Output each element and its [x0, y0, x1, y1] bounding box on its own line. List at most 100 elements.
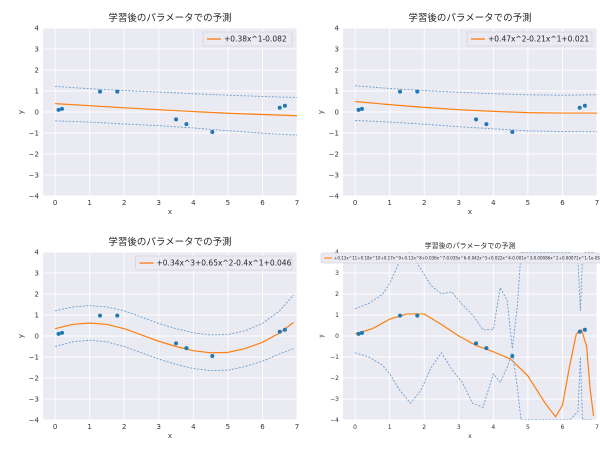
chart-panel-1: 0 1 2 3 4 5 6 7 −4 −3 −2 −1 0 1 2 3 4 x y 学習後のパラメータでの予測 +0.3…: [17, 12, 299, 216]
y-tick-label: −4: [29, 416, 40, 424]
x-tick-label: 7: [595, 199, 599, 207]
data-point: [398, 89, 403, 94]
x-tick-label: 3: [457, 199, 461, 207]
y-tick-label: 2: [335, 66, 339, 74]
data-point: [174, 117, 179, 122]
lower-band-line: [55, 120, 297, 136]
data-point: [510, 129, 515, 134]
y-axis-label: y: [318, 334, 325, 338]
prediction-line: [355, 100, 597, 114]
y-tick-label: 4: [35, 248, 40, 256]
data-point: [356, 331, 361, 336]
x-axis-label: x: [468, 433, 472, 440]
y-tick-label: 4: [335, 24, 340, 32]
y-axis-label: y: [317, 110, 325, 114]
y-tick-label: −3: [29, 395, 39, 403]
y-tick-label: 0: [35, 108, 39, 116]
y-axis-label: y: [17, 334, 25, 338]
chart-title: 学習後のパラメータでの予測: [108, 236, 231, 248]
x-tick-label: 4: [491, 424, 495, 431]
data-point: [98, 89, 103, 94]
data-point: [360, 106, 365, 111]
x-tick-label: 4: [191, 423, 196, 431]
y-tick-label: −1: [329, 129, 339, 137]
chart-title: 学習後のパラメータでの予測: [108, 12, 231, 24]
y-tick-label: −3: [329, 171, 339, 179]
data-point: [60, 106, 65, 111]
y-tick-label: 1: [35, 87, 39, 95]
data-point: [582, 103, 587, 108]
x-tick-label: 0: [53, 423, 57, 431]
x-tick-label: 1: [87, 199, 91, 207]
y-axis-label: y: [17, 110, 25, 114]
data-point: [56, 107, 61, 112]
x-tick-label: 2: [422, 424, 426, 431]
data-point: [356, 107, 361, 112]
data-point: [98, 313, 103, 318]
y-tick-label: 1: [335, 312, 339, 319]
data-point: [360, 330, 365, 335]
data-point: [115, 89, 120, 94]
x-tick-label: 6: [260, 199, 265, 207]
data-point: [210, 129, 215, 134]
x-tick-label: 6: [561, 424, 565, 431]
x-tick-label: 4: [191, 199, 196, 207]
data-point: [474, 117, 479, 122]
x-tick-label: 0: [353, 199, 357, 207]
lower-band-line: [54, 339, 294, 372]
x-tick-label: 7: [295, 199, 299, 207]
y-tick-label: −2: [29, 374, 39, 382]
x-tick-label: 6: [260, 423, 265, 431]
upper-band-line: [355, 85, 597, 96]
y-tick-label: −2: [29, 150, 39, 158]
y-tick-label: 3: [35, 45, 39, 53]
x-tick-label: 2: [122, 199, 126, 207]
x-tick-label: 7: [595, 424, 599, 431]
x-tick-label: 4: [491, 199, 496, 207]
data-point: [415, 89, 420, 94]
chart-panel-3: 0 1 2 3 4 5 6 7 −4 −3 −2 −1 0 1 2 3 4 x y 学習後のパラメータでの予測 +0.3…: [17, 236, 299, 440]
y-tick-label: −2: [330, 375, 339, 382]
y-tick-label: 2: [35, 66, 39, 74]
legend-box: [202, 31, 293, 47]
data-point: [56, 331, 61, 336]
data-point: [115, 313, 120, 318]
y-tick-label: −2: [329, 150, 339, 158]
y-tick-label: 4: [335, 249, 339, 256]
legend-box: [466, 31, 593, 47]
x-axis-label: x: [168, 208, 172, 216]
data-point: [577, 105, 582, 110]
lower-band-line: [354, 351, 594, 420]
lower-band-line: [355, 119, 597, 133]
x-tick-label: 3: [457, 424, 461, 431]
x-tick-label: 7: [295, 423, 299, 431]
data-point: [398, 313, 403, 318]
data-point: [174, 341, 179, 346]
data-point: [510, 353, 515, 358]
x-tick-label: 1: [387, 199, 391, 207]
y-tick-label: 3: [335, 45, 339, 53]
chart-title: 学習後のパラメータでの予測: [408, 12, 531, 24]
data-point: [282, 327, 287, 332]
y-tick-label: −4: [330, 417, 339, 424]
x-tick-label: 0: [353, 424, 357, 431]
chart-panel-4: 0 1 2 3 4 5 6 7 −4 −3 −2 −1 0 1 2 3 4 x y 学習後のパラメータでの予測 +0.1…: [318, 241, 600, 440]
y-tick-label: 0: [35, 332, 39, 340]
x-tick-label: 3: [157, 199, 161, 207]
plot-series-group: [55, 85, 297, 136]
x-tick-label: 1: [388, 424, 392, 431]
legend-box: [135, 255, 293, 271]
x-tick-label: 3: [157, 423, 161, 431]
plot-series-group: [54, 294, 294, 372]
chart-title: 学習後のパラメータでの予測: [425, 241, 516, 250]
y-tick-label: 2: [35, 290, 39, 298]
data-point: [484, 346, 489, 351]
data-point: [184, 346, 189, 351]
y-tick-label: −3: [29, 171, 39, 179]
x-tick-label: 5: [526, 199, 530, 207]
upper-band-line: [55, 85, 297, 98]
data-point: [277, 105, 282, 110]
data-point: [415, 313, 420, 318]
y-tick-label: 3: [335, 270, 339, 277]
